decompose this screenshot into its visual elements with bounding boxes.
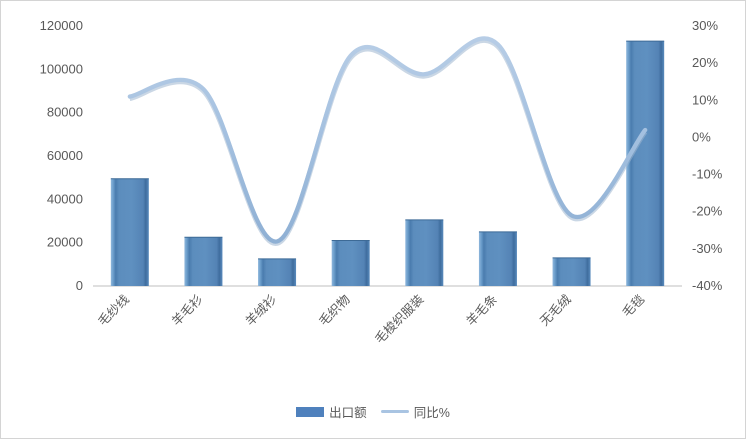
- svg-text:0%: 0%: [692, 129, 711, 144]
- svg-text:120000: 120000: [40, 18, 83, 33]
- svg-text:羊毛条: 羊毛条: [463, 291, 500, 328]
- svg-text:60000: 60000: [47, 148, 83, 163]
- svg-text:-30%: -30%: [692, 241, 723, 256]
- svg-text:毛纱线: 毛纱线: [95, 292, 132, 329]
- svg-text:10%: 10%: [692, 92, 718, 107]
- svg-text:100000: 100000: [40, 61, 83, 76]
- svg-text:80000: 80000: [47, 105, 83, 120]
- svg-text:-10%: -10%: [692, 167, 723, 182]
- svg-text:毛织物: 毛织物: [316, 292, 352, 328]
- svg-text:20000: 20000: [47, 235, 83, 250]
- svg-text:无毛绒: 无毛绒: [537, 292, 574, 329]
- svg-text:20%: 20%: [692, 55, 718, 70]
- svg-text:-40%: -40%: [692, 278, 723, 293]
- svg-text:30%: 30%: [692, 18, 718, 33]
- svg-text:毛毯: 毛毯: [620, 292, 648, 320]
- svg-text:羊毛衫: 羊毛衫: [168, 292, 205, 329]
- svg-text:40000: 40000: [47, 191, 83, 206]
- svg-text:-20%: -20%: [692, 204, 723, 219]
- svg-text:0: 0: [76, 278, 83, 293]
- svg-text:毛梭织服装: 毛梭织服装: [372, 292, 427, 347]
- svg-text:羊绒衫: 羊绒衫: [242, 292, 279, 329]
